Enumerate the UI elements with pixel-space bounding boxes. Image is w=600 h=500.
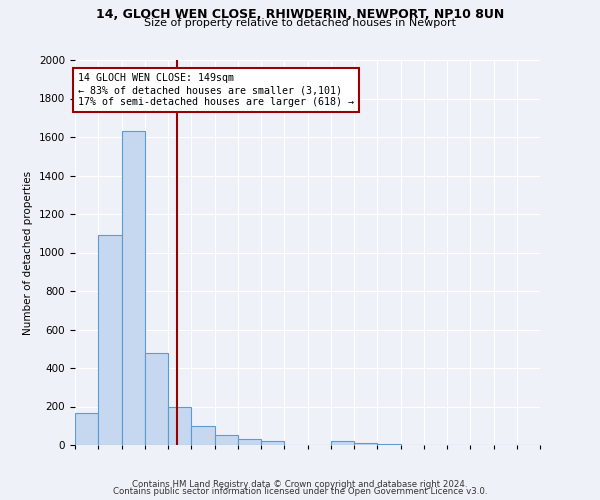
Text: Contains HM Land Registry data © Crown copyright and database right 2024.: Contains HM Land Registry data © Crown c… <box>132 480 468 489</box>
Bar <box>168 406 191 445</box>
Bar <box>215 436 238 445</box>
Bar <box>377 444 401 445</box>
Bar <box>331 441 354 445</box>
Bar <box>354 443 377 445</box>
Text: Size of property relative to detached houses in Newport: Size of property relative to detached ho… <box>144 18 456 28</box>
Bar <box>75 413 98 445</box>
Bar <box>238 439 261 445</box>
Bar <box>121 131 145 445</box>
Bar <box>145 352 168 445</box>
Y-axis label: Number of detached properties: Number of detached properties <box>23 170 34 334</box>
Bar <box>98 235 121 445</box>
Bar <box>261 441 284 445</box>
Bar <box>191 426 215 445</box>
Text: 14 GLOCH WEN CLOSE: 149sqm
← 83% of detached houses are smaller (3,101)
17% of s: 14 GLOCH WEN CLOSE: 149sqm ← 83% of deta… <box>79 74 355 106</box>
Text: 14, GLOCH WEN CLOSE, RHIWDERIN, NEWPORT, NP10 8UN: 14, GLOCH WEN CLOSE, RHIWDERIN, NEWPORT,… <box>96 8 504 20</box>
Text: Contains public sector information licensed under the Open Government Licence v3: Contains public sector information licen… <box>113 488 487 496</box>
